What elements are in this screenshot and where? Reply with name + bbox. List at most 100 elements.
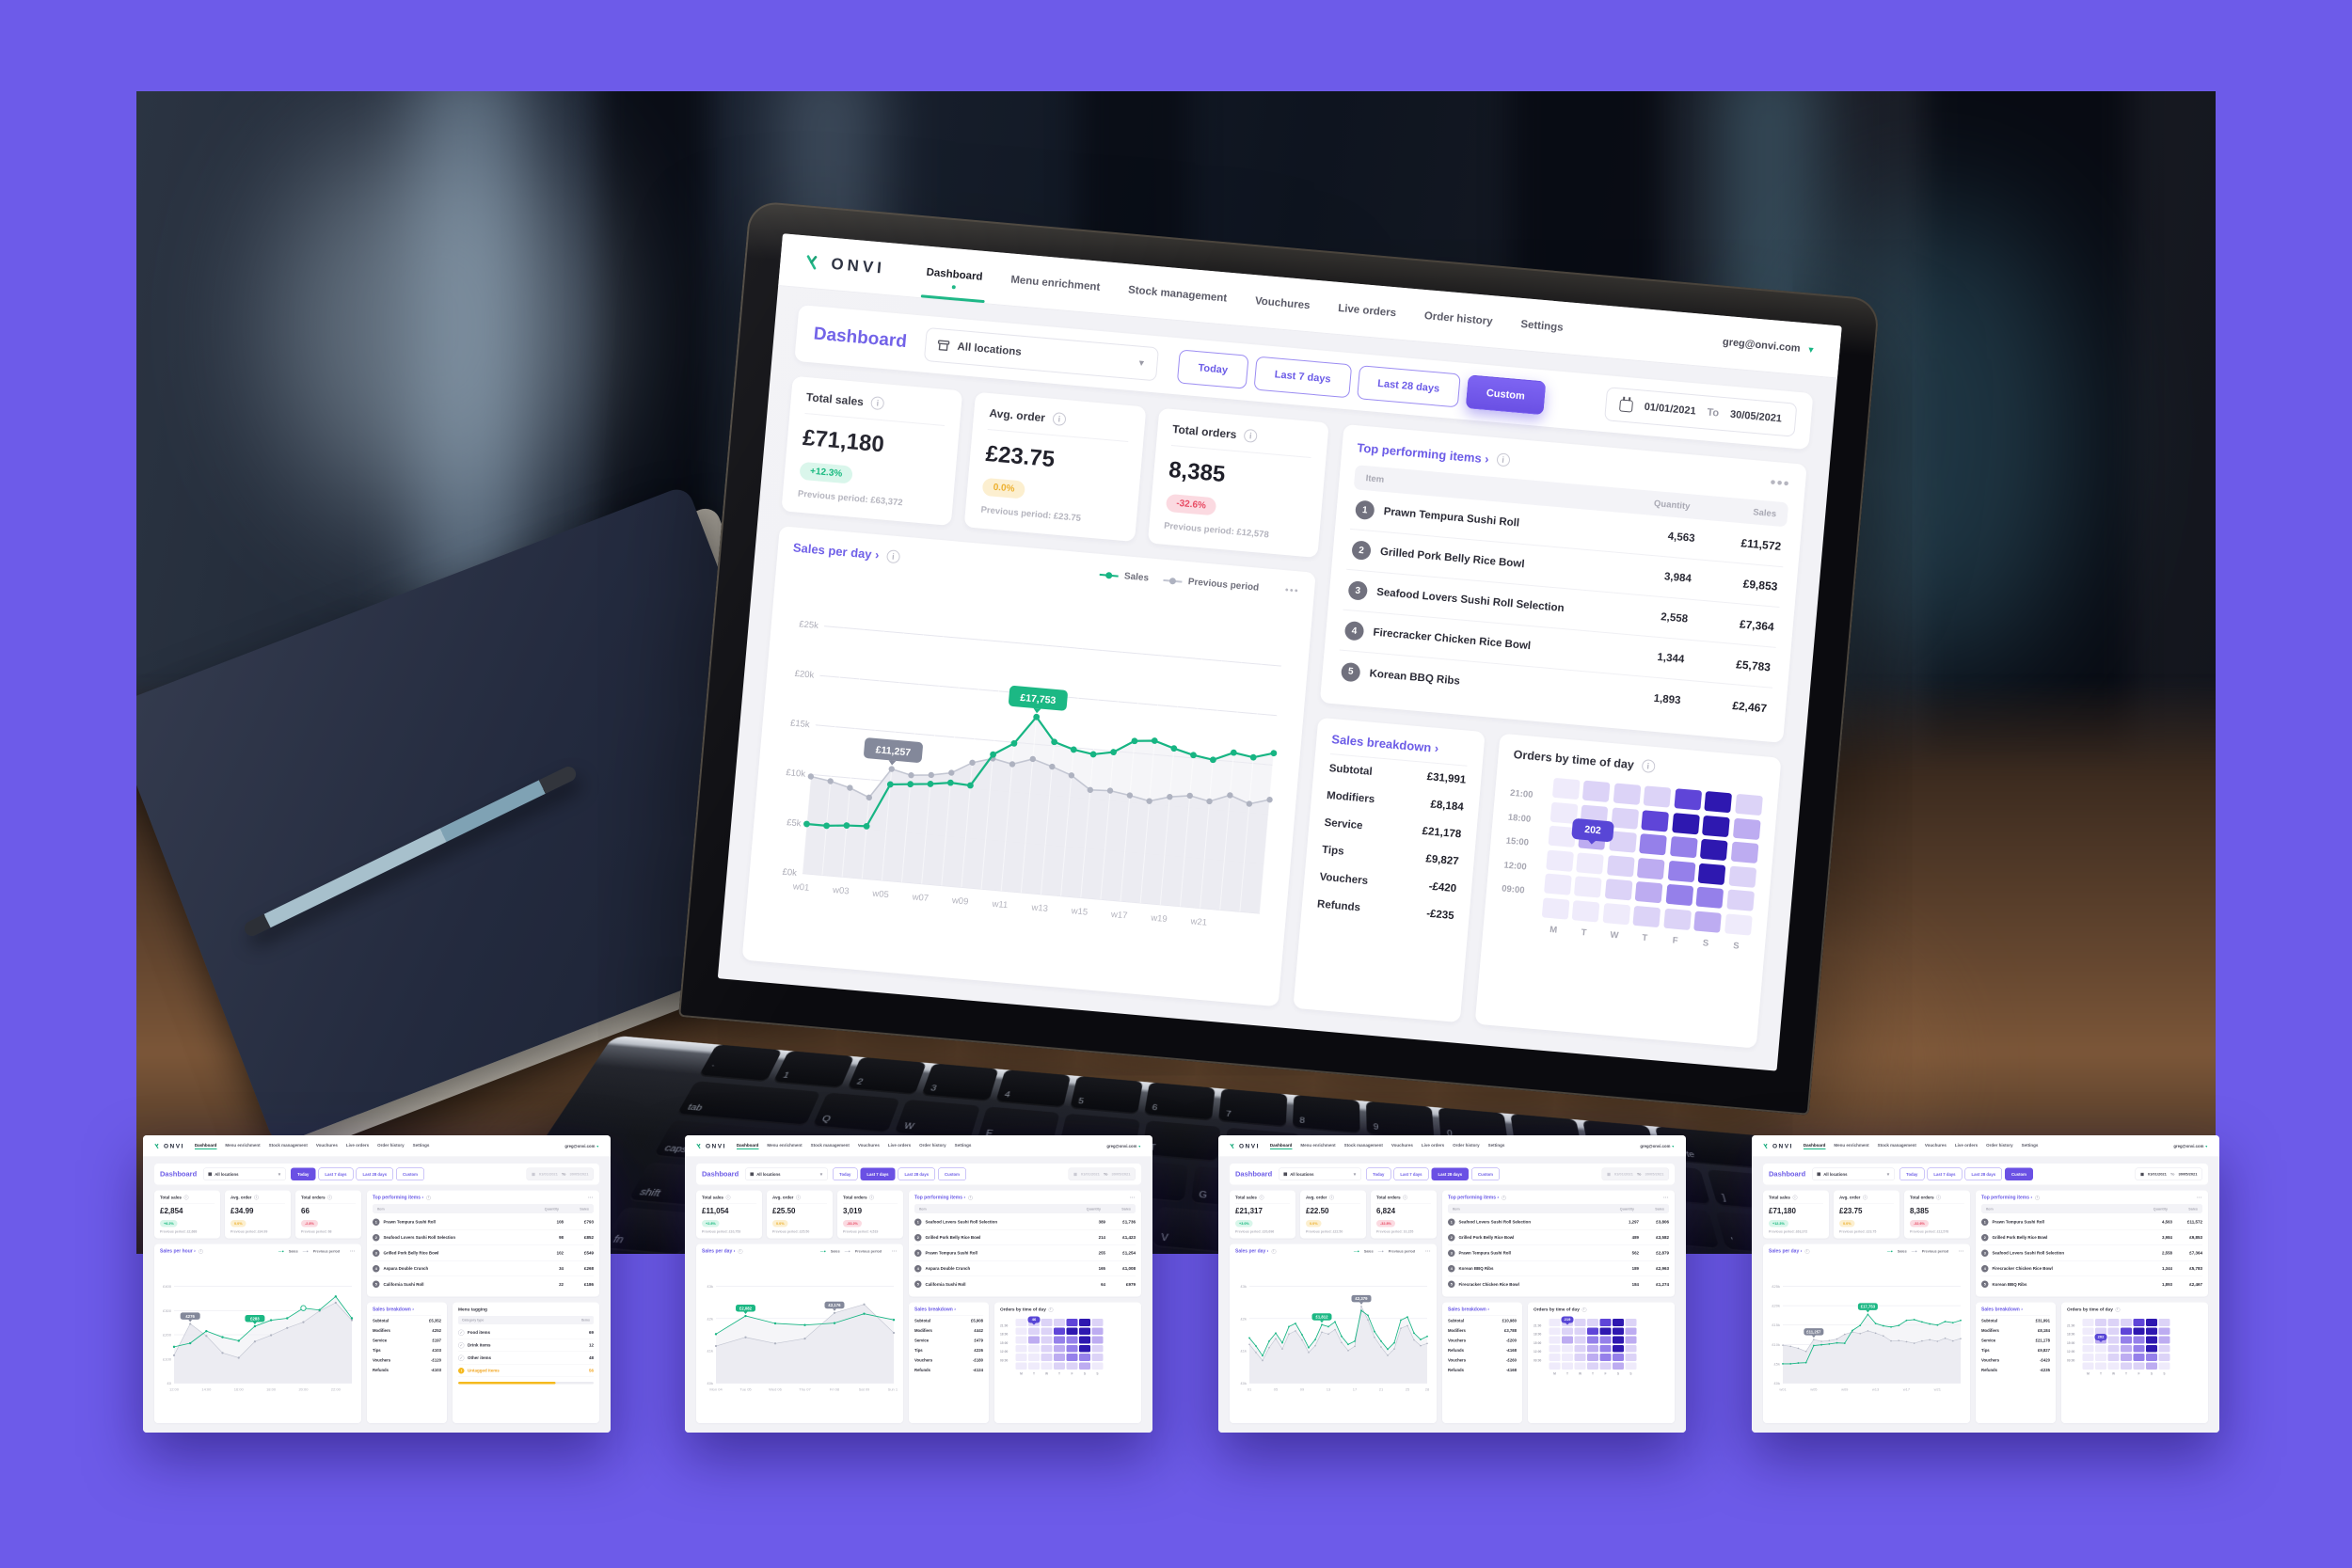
laptop: ONVI Dashboard Menu enrichment Stock manag…	[430, 200, 2002, 1254]
rank-badge: 4	[1448, 1264, 1455, 1273]
breakdown-label: Tips	[373, 1347, 381, 1353]
col-quantity: Quantity	[1619, 1206, 1634, 1212]
range-tab-last-7-days[interactable]: Last 7 days	[1253, 356, 1352, 399]
account-menu[interactable]: greg@onvi.com ▼	[1723, 336, 1816, 356]
info-icon[interactable]: i	[1641, 758, 1656, 774]
dashboard-thumbnail[interactable]: ONVI Dashboard Menu enrichment Stock manage…	[1218, 1135, 1686, 1433]
chart-point	[1167, 794, 1173, 800]
nav-item-stock-management[interactable]: Stock management	[1127, 283, 1228, 305]
info-icon[interactable]: i	[885, 548, 900, 563]
rank-badge: 2	[1448, 1233, 1455, 1242]
heatmap-cell	[1079, 1344, 1090, 1353]
mini-breakdown-row: Refunds -£168	[1448, 1365, 1517, 1375]
chart-point	[1426, 1342, 1428, 1345]
dashboard-thumbnail[interactable]: ONVI Dashboard Menu enrichment Stock manage…	[1752, 1135, 2219, 1433]
chart-point	[1374, 1336, 1375, 1338]
heatmap-cell	[1573, 876, 1602, 898]
mini-range-tabs: Today Last 7 days Last 28 days Custom	[291, 1167, 424, 1180]
range-tab-custom[interactable]: Custom	[1465, 374, 1547, 416]
location-select[interactable]: All locations ▼	[924, 326, 1160, 382]
range-tab-today[interactable]: Today	[1177, 349, 1249, 389]
nav-item-order-history[interactable]: Order history	[1423, 309, 1494, 327]
heatmap-cell	[2095, 1354, 2106, 1361]
keyboard-key: 7	[1217, 1088, 1288, 1128]
chart-point	[221, 1352, 224, 1354]
heatmap-cell	[1079, 1362, 1090, 1370]
mini-top-items-header: Top performing items › i •••	[1448, 1196, 1669, 1201]
info-icon[interactable]: i	[1496, 452, 1511, 467]
chart-point	[1913, 1342, 1915, 1344]
info-icon[interactable]: i	[1052, 411, 1067, 427]
chart-point	[1209, 756, 1216, 764]
x-tick-label: 22:00	[331, 1387, 342, 1392]
y-tick-label: £100	[163, 1356, 172, 1361]
chevron-down-icon: ▼	[1671, 1145, 1675, 1148]
info-icon[interactable]: i	[870, 396, 885, 411]
chart-line	[1248, 1309, 1428, 1357]
heatmap-cell	[2095, 1344, 2106, 1353]
heatmap-col-label: T	[1641, 932, 1648, 944]
col-quantity: Quantity	[2153, 1206, 2168, 1212]
mini-nav-item: Menu enrichment	[1300, 1142, 1336, 1148]
mini-date-picker: ▦ 01/01/2021 To 30/05/2021	[526, 1167, 594, 1180]
x-tick-label: Tue 05	[739, 1387, 752, 1392]
chart-line	[1783, 1313, 1962, 1365]
mini-stats-row: Total sales i £2,854 +6.2% Previous period: …	[154, 1190, 361, 1239]
chart-point	[803, 1338, 806, 1340]
chart-point	[1944, 1321, 1947, 1323]
account-email: greg@onvi.com	[1722, 336, 1802, 355]
chart-point	[1051, 738, 1058, 746]
nav-item-dashboard[interactable]: Dashboard	[920, 246, 985, 304]
x-tick-label: Thu 07	[799, 1387, 811, 1392]
dashboard-thumbnail[interactable]: ONVI Dashboard Menu enrichment Stock manage…	[685, 1135, 1152, 1433]
heatmap-corner	[1000, 1371, 1014, 1379]
heatmap-cell	[2082, 1336, 2094, 1344]
onvi-logo[interactable]: ONVI	[804, 252, 886, 277]
rank-badge: 2	[373, 1233, 380, 1242]
heatmap-cell	[2082, 1319, 2094, 1326]
heatmap-cell	[1015, 1344, 1027, 1353]
heatmap-cell	[1634, 880, 1663, 904]
info-icon[interactable]: i	[1243, 428, 1258, 443]
nav-item-menu-enrichment[interactable]: Menu enrichment	[1009, 274, 1101, 293]
sales-breakdown-link[interactable]: Sales breakdown ›	[1330, 732, 1439, 756]
more-menu-icon[interactable]: •••	[1769, 474, 1791, 493]
mini-table-header: Item Quantity Sales	[373, 1204, 594, 1213]
mini-right-column: Top performing items › i ••• Item Quantity Sa…	[367, 1190, 599, 1423]
chart-point	[1874, 1323, 1877, 1324]
v-gridline	[1020, 644, 1043, 893]
rank-badge: 4	[373, 1264, 380, 1273]
date-range-picker[interactable]: 01/01/2021 To 30/05/2021	[1604, 387, 1798, 437]
chart-point	[269, 1334, 273, 1337]
svg-text:£2,176: £2,176	[829, 1303, 842, 1307]
mini-date-from: 01/01/2021	[1080, 1172, 1100, 1177]
item-sales: £1,423	[1122, 1235, 1136, 1240]
mini-stat-card: Avg. order i £23.75 0.0% Previous period: £2…	[1834, 1190, 1899, 1239]
mini-filters-bar: Dashboard ▦ All locations ▼ Today Last 7 days…	[154, 1164, 599, 1185]
nav-item-live-orders[interactable]: Live orders	[1337, 302, 1397, 319]
range-tab-last-28-days[interactable]: Last 28 days	[1356, 365, 1461, 408]
check-icon: ✓	[458, 1341, 465, 1349]
chart-point	[1186, 792, 1193, 800]
chart-point	[1367, 1314, 1369, 1317]
heatmap-cell	[1079, 1336, 1090, 1344]
mini-status-badge: +3.0%	[1235, 1220, 1253, 1227]
heatmap-corner	[2067, 1371, 2081, 1379]
nav-item-vouchures[interactable]: Vouchures	[1254, 294, 1311, 311]
item-sales: £7,364	[1739, 617, 1775, 634]
mini-date-from: 01/01/2021	[538, 1172, 558, 1177]
mini-stat-value: £71,180	[1769, 1207, 1796, 1216]
more-menu-icon[interactable]: •••	[1284, 585, 1300, 597]
dashboard-thumbnail[interactable]: ONVI Dashboard Menu enrichment Stock manage…	[143, 1135, 611, 1433]
chart-point	[1898, 1339, 1900, 1341]
chart-point	[773, 1322, 777, 1325]
chart-point	[1387, 1354, 1389, 1356]
heatmap-cell	[1667, 860, 1695, 882]
breakdown-value: £31,991	[1426, 770, 1467, 786]
heatmap-col-label: T	[1058, 1372, 1060, 1376]
col-category-type: Category type	[462, 1318, 485, 1323]
top-items-link[interactable]: Top performing items ›	[1356, 439, 1490, 466]
mini-stat-label: Total orders i	[1910, 1195, 1964, 1204]
nav-item-settings[interactable]: Settings	[1519, 318, 1565, 334]
mini-top-items-card: Top performing items › i ••• Item Quantity Sa…	[367, 1190, 599, 1297]
